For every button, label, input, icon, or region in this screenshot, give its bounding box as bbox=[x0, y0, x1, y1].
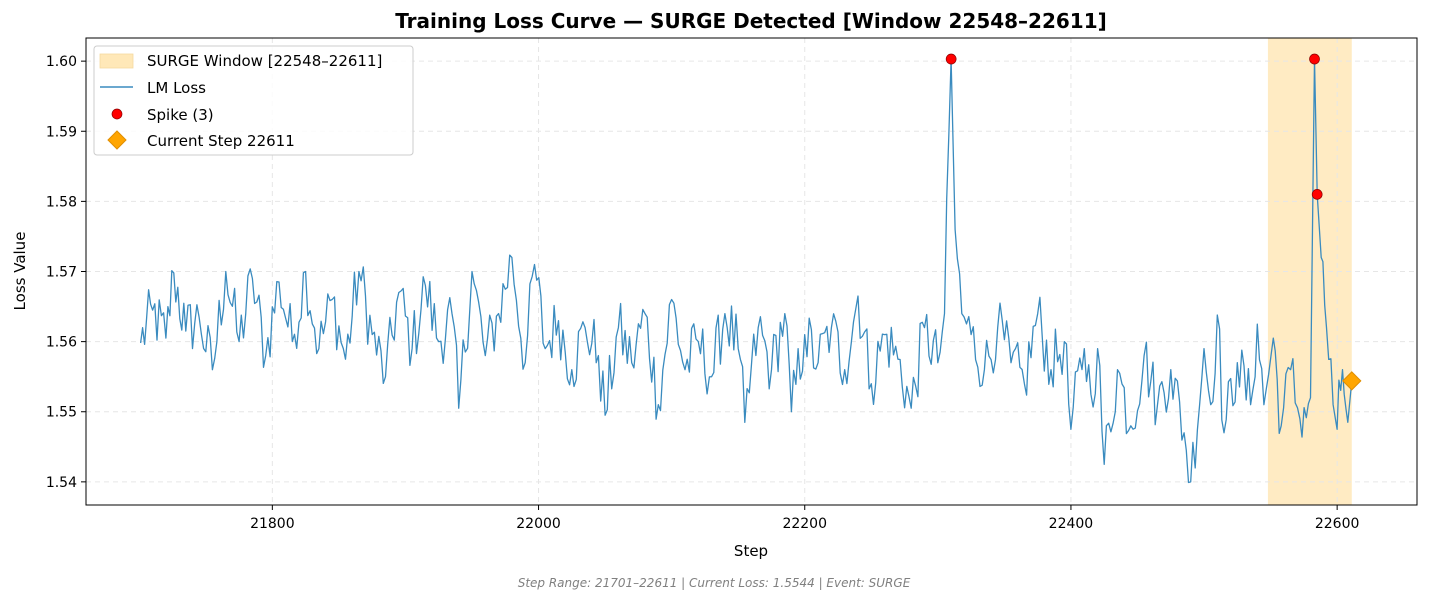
legend-label: LM Loss bbox=[147, 79, 206, 97]
y-tick-label: 1.60 bbox=[46, 54, 77, 70]
legend-label: Current Step 22611 bbox=[147, 132, 295, 150]
chart-title: Training Loss Curve — SURGE Detected [Wi… bbox=[395, 9, 1107, 33]
x-tick-label: 22600 bbox=[1315, 516, 1360, 532]
axes-layer: 21800 22000 22200 22400 22600 1.54 1.55 1.56 1.5… bbox=[46, 37, 1418, 532]
y-axis-label: Loss Value bbox=[11, 232, 29, 311]
legend-label: SURGE Window [22548–22611] bbox=[147, 52, 382, 70]
lm-loss-line bbox=[139, 58, 1353, 484]
x-tick-label: 21800 bbox=[250, 516, 295, 532]
legend-swatch-current bbox=[107, 130, 127, 150]
current-step-marker bbox=[1342, 371, 1362, 391]
x-axis-label: Step bbox=[734, 542, 768, 560]
y-tick-label: 1.57 bbox=[46, 265, 77, 281]
y-tick-label: 1.59 bbox=[46, 124, 77, 140]
x-tick-label: 22400 bbox=[1049, 516, 1094, 532]
y-tick-label: 1.56 bbox=[46, 335, 77, 351]
y-tick-label: 1.55 bbox=[46, 405, 77, 421]
grid-layer bbox=[86, 38, 1417, 505]
legend-swatch-window bbox=[99, 53, 134, 69]
spike-marker bbox=[1309, 53, 1320, 65]
legend-swatch-spike bbox=[111, 108, 123, 120]
x-tick-label: 22200 bbox=[782, 516, 827, 532]
footer-note: Step Range: 21701–22611 | Current Loss: … bbox=[518, 576, 911, 590]
legend-label: Spike (3) bbox=[147, 106, 214, 124]
marker-layer bbox=[945, 53, 1362, 391]
y-tick-label: 1.58 bbox=[46, 194, 77, 210]
y-tick-label: 1.54 bbox=[46, 475, 77, 491]
spike-marker bbox=[945, 53, 957, 65]
legend: SURGE Window [22548–22611] LM Loss Spike (… bbox=[93, 45, 414, 156]
spike-marker bbox=[1311, 189, 1323, 200]
legend-box bbox=[93, 45, 414, 156]
x-tick-label: 22000 bbox=[516, 516, 561, 532]
series-layer bbox=[139, 58, 1353, 484]
